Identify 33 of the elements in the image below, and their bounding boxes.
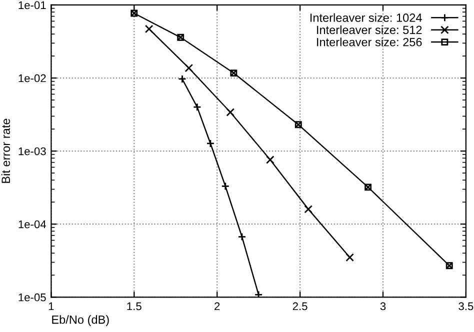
x-tick-label: 3 [380,302,386,310]
x-axis-title: Eb/No (dB) [52,315,109,326]
legend-label: Interleaver size: 512 [317,25,422,34]
y-tick-label: 1e-01 [18,1,46,10]
point [177,34,184,41]
point [230,70,238,77]
x-tick-label: 2 [214,302,220,310]
x-tick-label: 3.5 [458,302,474,310]
point [446,262,453,270]
x-tick-label: 1.5 [127,302,142,310]
y-tick-label: 1e-05 [18,293,46,302]
point [266,156,274,164]
legend-label: Interleaver size: 1024 [310,13,422,22]
point [294,121,302,128]
point [304,205,313,214]
y-tick-label: 1e-02 [18,74,46,82]
point [226,108,235,116]
point [364,184,372,191]
x-tick-label: 1 [48,302,54,310]
legend-label: Interleaver size: 256 [317,38,422,46]
point [193,102,202,112]
point [178,74,186,84]
point [184,64,194,72]
y-tick-label: 1e-03 [18,147,46,156]
y-axis-title: Bit error rate [1,118,10,183]
point [254,290,263,298]
point [221,182,230,190]
y-tick-label: 1e-04 [18,220,46,228]
point [130,10,138,17]
point [346,253,354,262]
point [206,139,215,148]
x-tick-label: 2.5 [292,302,308,310]
point [144,24,154,34]
